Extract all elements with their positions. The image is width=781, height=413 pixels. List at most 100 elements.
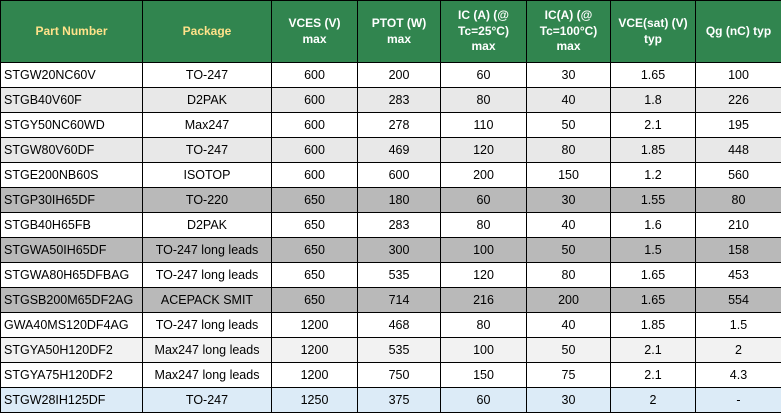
qg-cell: 158 — [696, 238, 781, 263]
ic-25c-cell: 60 — [441, 388, 527, 413]
part-number-cell: STGP30IH65DF — [1, 188, 143, 213]
ptot-cell: 283 — [358, 88, 441, 113]
ptot-cell: 750 — [358, 363, 441, 388]
package-cell: TO-220 — [143, 188, 272, 213]
vces-cell: 650 — [272, 288, 358, 313]
vce-sat-cell: 1.55 — [611, 188, 696, 213]
ptot-cell: 535 — [358, 263, 441, 288]
ic-25c-cell: 216 — [441, 288, 527, 313]
package-cell: TO-247 long leads — [143, 313, 272, 338]
ptot-cell: 375 — [358, 388, 441, 413]
column-header-ic-25c-max: IC (A) (@ Tc=25°C) max — [441, 1, 527, 63]
part-number-cell: STGYA50H120DF2 — [1, 338, 143, 363]
ic-25c-cell: 110 — [441, 113, 527, 138]
ic-25c-cell: 120 — [441, 263, 527, 288]
ic-100c-cell: 40 — [527, 213, 611, 238]
vces-cell: 650 — [272, 263, 358, 288]
column-header-part-number: Part Number — [1, 1, 143, 63]
ic-100c-cell: 40 — [527, 313, 611, 338]
ic-25c-cell: 100 — [441, 338, 527, 363]
ic-100c-cell: 50 — [527, 113, 611, 138]
vce-sat-cell: 2.1 — [611, 338, 696, 363]
vce-sat-cell: 1.8 — [611, 88, 696, 113]
qg-cell: 226 — [696, 88, 781, 113]
part-number-cell: STGY50NC60WD — [1, 113, 143, 138]
part-number-cell: STGYA75H120DF2 — [1, 363, 143, 388]
qg-cell: 453 — [696, 263, 781, 288]
package-cell: Max247 long leads — [143, 363, 272, 388]
ic-25c-cell: 80 — [441, 213, 527, 238]
qg-cell: 1.5 — [696, 313, 781, 338]
ic-100c-cell: 80 — [527, 263, 611, 288]
column-header-ptot-max: PTOT (W) max — [358, 1, 441, 63]
qg-cell: 80 — [696, 188, 781, 213]
ic-100c-cell: 200 — [527, 288, 611, 313]
ptot-cell: 300 — [358, 238, 441, 263]
package-cell: Max247 long leads — [143, 338, 272, 363]
vces-cell: 600 — [272, 138, 358, 163]
ic-25c-cell: 60 — [441, 188, 527, 213]
vce-sat-cell: 1.65 — [611, 288, 696, 313]
vces-cell: 650 — [272, 238, 358, 263]
qg-cell: 195 — [696, 113, 781, 138]
vces-cell: 650 — [272, 188, 358, 213]
ptot-cell: 600 — [358, 163, 441, 188]
vces-cell: 1200 — [272, 313, 358, 338]
qg-cell: 554 — [696, 288, 781, 313]
qg-cell: 4.3 — [696, 363, 781, 388]
vces-cell: 1200 — [272, 363, 358, 388]
ptot-cell: 468 — [358, 313, 441, 338]
ptot-cell: 200 — [358, 63, 441, 88]
ptot-cell: 180 — [358, 188, 441, 213]
part-number-cell: STGB40H65FB — [1, 213, 143, 238]
package-cell: D2PAK — [143, 88, 272, 113]
ic-25c-cell: 200 — [441, 163, 527, 188]
ic-100c-cell: 50 — [527, 338, 611, 363]
package-cell: Max247 — [143, 113, 272, 138]
package-cell: ISOTOP — [143, 163, 272, 188]
package-cell: ACEPACK SMIT — [143, 288, 272, 313]
vces-cell: 600 — [272, 163, 358, 188]
qg-cell: 2 — [696, 338, 781, 363]
package-cell: TO-247 — [143, 138, 272, 163]
ic-100c-cell: 40 — [527, 88, 611, 113]
ic-25c-cell: 80 — [441, 313, 527, 338]
part-number-cell: STGB40V60F — [1, 88, 143, 113]
ic-100c-cell: 30 — [527, 188, 611, 213]
part-number-cell: GWA40MS120DF4AG — [1, 313, 143, 338]
vce-sat-cell: 1.6 — [611, 213, 696, 238]
vce-sat-cell: 1.5 — [611, 238, 696, 263]
ptot-cell: 283 — [358, 213, 441, 238]
ptot-cell: 535 — [358, 338, 441, 363]
vce-sat-cell: 2.1 — [611, 113, 696, 138]
column-header-qg-typ: Qg (nC) typ — [696, 1, 781, 63]
ic-100c-cell: 75 — [527, 363, 611, 388]
part-number-cell: STGWA80H65DFBAG — [1, 263, 143, 288]
column-header-vces-max: VCES (V) max — [272, 1, 358, 63]
vces-cell: 650 — [272, 213, 358, 238]
ic-100c-cell: 30 — [527, 63, 611, 88]
ic-100c-cell: 30 — [527, 388, 611, 413]
package-cell: TO-247 — [143, 63, 272, 88]
vces-cell: 1200 — [272, 338, 358, 363]
vce-sat-cell: 1.65 — [611, 263, 696, 288]
ptot-cell: 714 — [358, 288, 441, 313]
ic-25c-cell: 80 — [441, 88, 527, 113]
vce-sat-cell: 1.85 — [611, 138, 696, 163]
ic-100c-cell: 50 — [527, 238, 611, 263]
vce-sat-cell: 1.85 — [611, 313, 696, 338]
